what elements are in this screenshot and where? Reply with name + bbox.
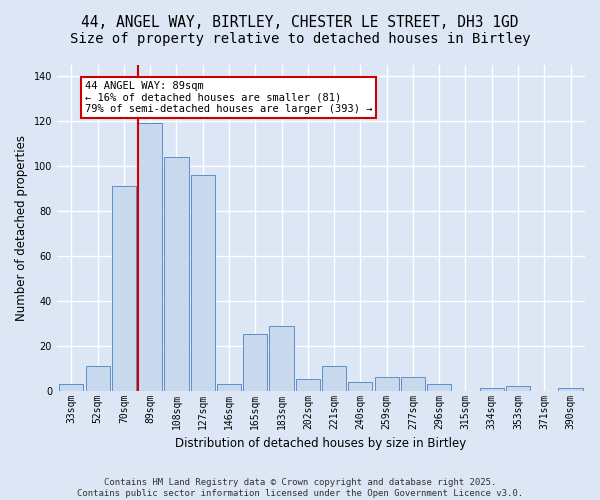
Text: 44 ANGEL WAY: 89sqm
← 16% of detached houses are smaller (81)
79% of semi-detach: 44 ANGEL WAY: 89sqm ← 16% of detached ho… <box>85 80 372 114</box>
X-axis label: Distribution of detached houses by size in Birtley: Distribution of detached houses by size … <box>175 437 467 450</box>
Bar <box>112 186 136 390</box>
Text: Size of property relative to detached houses in Birtley: Size of property relative to detached ho… <box>70 32 530 46</box>
Bar <box>243 334 268 390</box>
Text: Contains HM Land Registry data © Crown copyright and database right 2025.
Contai: Contains HM Land Registry data © Crown c… <box>77 478 523 498</box>
Bar <box>217 384 241 390</box>
Bar <box>296 380 320 390</box>
Bar <box>401 377 425 390</box>
Bar <box>374 377 399 390</box>
Bar <box>138 124 162 390</box>
Bar <box>164 157 188 390</box>
Bar <box>59 384 83 390</box>
Bar <box>427 384 451 390</box>
Bar <box>506 386 530 390</box>
Bar <box>348 382 373 390</box>
Bar <box>479 388 504 390</box>
Text: 44, ANGEL WAY, BIRTLEY, CHESTER LE STREET, DH3 1GD: 44, ANGEL WAY, BIRTLEY, CHESTER LE STREE… <box>81 15 519 30</box>
Bar <box>269 326 293 390</box>
Bar <box>322 366 346 390</box>
Bar <box>191 175 215 390</box>
Bar <box>559 388 583 390</box>
Y-axis label: Number of detached properties: Number of detached properties <box>15 135 28 321</box>
Bar <box>86 366 110 390</box>
